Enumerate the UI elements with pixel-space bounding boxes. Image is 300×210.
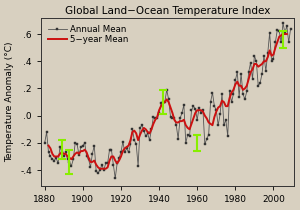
- Line: 5−year Mean: 5−year Mean: [49, 34, 287, 169]
- Annual Mean: [150, 128, 153, 131]
- Annual Mean: [289, 27, 292, 30]
- Title: Global Land−Ocean Temperature Index: Global Land−Ocean Temperature Index: [65, 5, 270, 16]
- Annual Mean: [237, 95, 241, 98]
- Annual Mean: [113, 177, 117, 180]
- 5−year Mean: [47, 144, 50, 147]
- Annual Mean: [43, 142, 46, 144]
- Y-axis label: Temperature Anomaly (°C): Temperature Anomaly (°C): [6, 42, 15, 162]
- Annual Mean: [172, 117, 176, 120]
- 5−year Mean: [195, 109, 199, 112]
- 5−year Mean: [62, 152, 66, 155]
- Legend: Annual Mean, 5−year Mean: Annual Mean, 5−year Mean: [45, 22, 131, 47]
- 5−year Mean: [207, 121, 211, 124]
- 5−year Mean: [110, 155, 113, 158]
- 5−year Mean: [161, 102, 165, 105]
- Annual Mean: [207, 134, 211, 136]
- Annual Mean: [226, 135, 230, 137]
- 5−year Mean: [285, 33, 289, 35]
- 5−year Mean: [190, 123, 193, 125]
- Line: Annual Mean: Annual Mean: [43, 22, 292, 180]
- Annual Mean: [281, 22, 285, 24]
- 5−year Mean: [281, 33, 285, 35]
- Annual Mean: [110, 148, 113, 151]
- 5−year Mean: [98, 167, 102, 170]
